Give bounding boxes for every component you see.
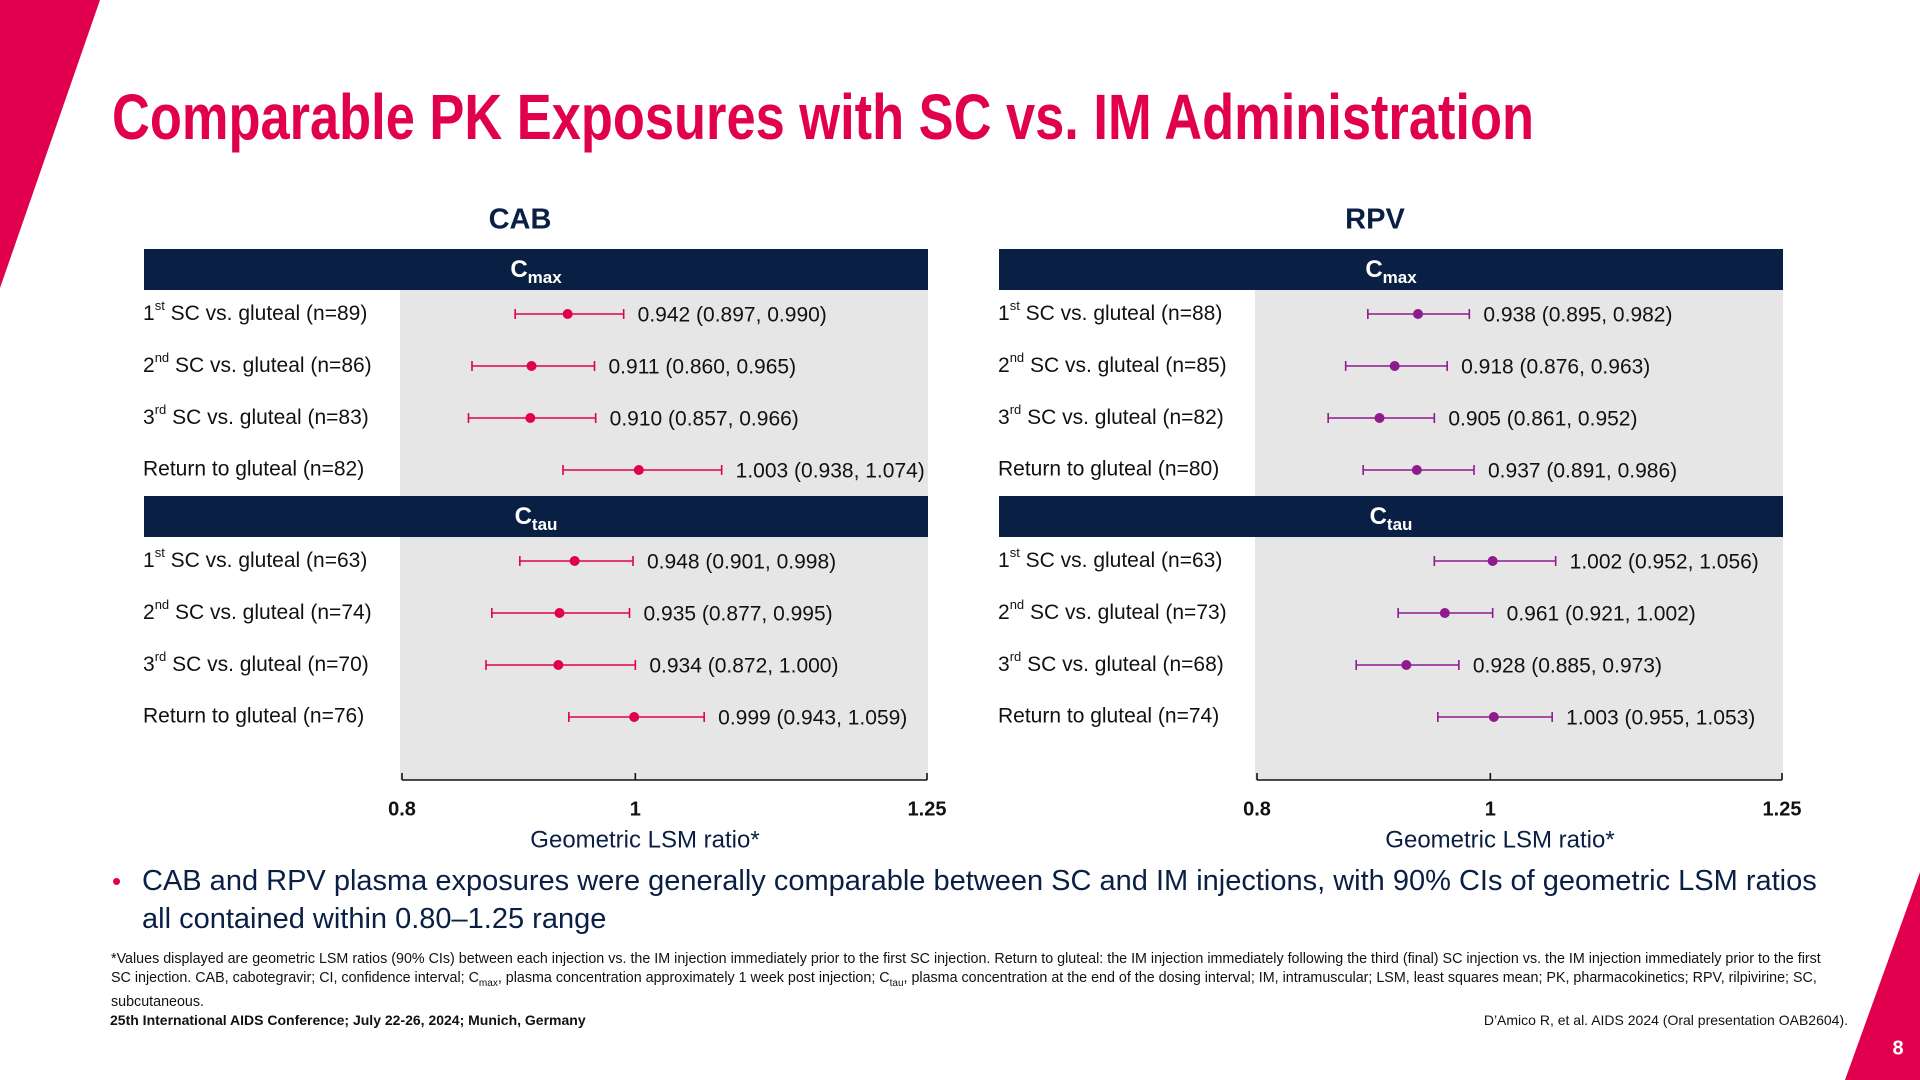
value-label: 1.003 (0.938, 1.074) [736,460,925,483]
value-label: 0.910 (0.857, 0.966) [610,408,799,431]
footnote-subscript: max [478,977,498,989]
point-estimate [526,361,537,371]
section-header [144,249,928,290]
point-estimate [1389,361,1400,371]
row-label: Return to gluteal (n=80) [998,458,1219,481]
point-estimate [562,309,573,319]
citation: D’Amico R, et al. AIDS 2024 (Oral presen… [1483,1012,1848,1028]
x-tick-label: 1.25 [908,798,947,820]
value-label: 0.999 (0.943, 1.059) [718,707,907,730]
slide-title: Comparable PK Exposures with SC vs. IM A… [112,81,1534,153]
row-label: Return to gluteal (n=82) [143,458,364,481]
x-axis-label: Geometric LSM ratio* [1385,826,1614,853]
row-label: 3rd SC vs. gluteal (n=68) [998,649,1224,675]
section-header [999,249,1783,290]
point-estimate [1411,465,1422,475]
point-estimate [1374,413,1385,423]
point-estimate [1413,309,1423,319]
point-estimate [633,465,644,475]
section-header-main: C [1370,503,1387,530]
value-label: 0.918 (0.876, 0.963) [1461,356,1650,379]
section-header-label: Cmax [1365,256,1417,287]
value-label: 0.911 (0.860, 0.965) [609,356,797,379]
row-label: Return to gluteal (n=76) [143,705,364,728]
chart-title: RPV [1345,204,1405,236]
point-estimate [553,660,564,670]
section-header-main: C [510,256,527,283]
row-label: 3rd SC vs. gluteal (n=82) [998,402,1224,428]
section-header-sub: max [1383,268,1418,287]
x-tick-label: 1 [630,798,641,820]
x-tick-label: 1.25 [1763,798,1802,820]
point-estimate [1488,712,1499,722]
section-header [144,496,928,537]
section-header-sub: tau [532,515,558,534]
point-estimate [1439,608,1450,618]
point-estimate [1487,556,1498,566]
point-estimate [629,712,640,722]
row-label: 2nd SC vs. gluteal (n=85) [998,350,1227,376]
x-axis-label: Geometric LSM ratio* [530,826,759,853]
value-label: 0.928 (0.885, 0.973) [1473,655,1662,678]
row-label: 2nd SC vs. gluteal (n=86) [143,350,372,376]
section-header-main: C [1365,256,1382,283]
section-header-label: Ctau [515,503,558,534]
row-label: 1st SC vs. gluteal (n=89) [143,298,367,324]
point-estimate [569,556,580,566]
corner-decoration [1845,872,1920,1080]
corner-decoration [0,0,100,288]
bullet-dot: • [112,866,122,896]
point-estimate [1401,660,1412,670]
page-number: 8 [1892,1037,1903,1059]
row-label: 1st SC vs. gluteal (n=63) [143,545,367,571]
row-label: 2nd SC vs. gluteal (n=73) [998,597,1227,623]
bullet-text: CAB and RPV plasma exposures were genera… [142,865,1817,935]
value-label: 0.934 (0.872, 1.000) [649,655,838,678]
footnote-subscript: tau [889,977,904,989]
row-label: 3rd SC vs. gluteal (n=83) [143,402,369,428]
value-label: 0.961 (0.921, 1.002) [1507,603,1696,626]
row-label: 3rd SC vs. gluteal (n=70) [143,649,369,675]
section-header-label: Cmax [510,256,562,287]
row-label: Return to gluteal (n=74) [998,705,1219,728]
section-header [999,496,1783,537]
section-header-sub: tau [1387,515,1413,534]
value-label: 1.002 (0.952, 1.056) [1570,551,1759,574]
value-label: 0.942 (0.897, 0.990) [638,304,827,327]
section-header-main: C [515,503,532,530]
footnote-text: , plasma concentration approximately 1 w… [497,970,890,986]
footnote-text: , plasma concentration at the end of the… [111,970,1817,1010]
value-label: 1.003 (0.955, 1.053) [1566,707,1755,730]
value-label: 0.948 (0.901, 0.998) [647,551,836,574]
x-tick-label: 0.8 [1243,798,1271,820]
footnote-text: *Values displayed are geometric LSM rati… [111,951,1821,986]
row-label: 1st SC vs. gluteal (n=88) [998,298,1222,324]
section-header-label: Ctau [1370,503,1413,534]
value-label: 0.935 (0.877, 0.995) [644,603,833,626]
value-label: 0.937 (0.891, 0.986) [1488,460,1677,483]
x-tick-label: 0.8 [388,798,416,820]
value-label: 0.938 (0.895, 0.982) [1483,304,1672,327]
point-estimate [554,608,565,618]
row-label: 2nd SC vs. gluteal (n=74) [143,597,372,623]
chart-title: CAB [489,204,552,236]
conference: 25th International AIDS Conference; July… [110,1012,586,1028]
x-tick-label: 1 [1485,798,1496,820]
point-estimate [525,413,536,423]
section-header-sub: max [528,268,563,287]
row-label: 1st SC vs. gluteal (n=63) [998,545,1222,571]
value-label: 0.905 (0.861, 0.952) [1448,408,1637,431]
footnote: *Values displayed are geometric LSM rati… [111,950,1841,1012]
